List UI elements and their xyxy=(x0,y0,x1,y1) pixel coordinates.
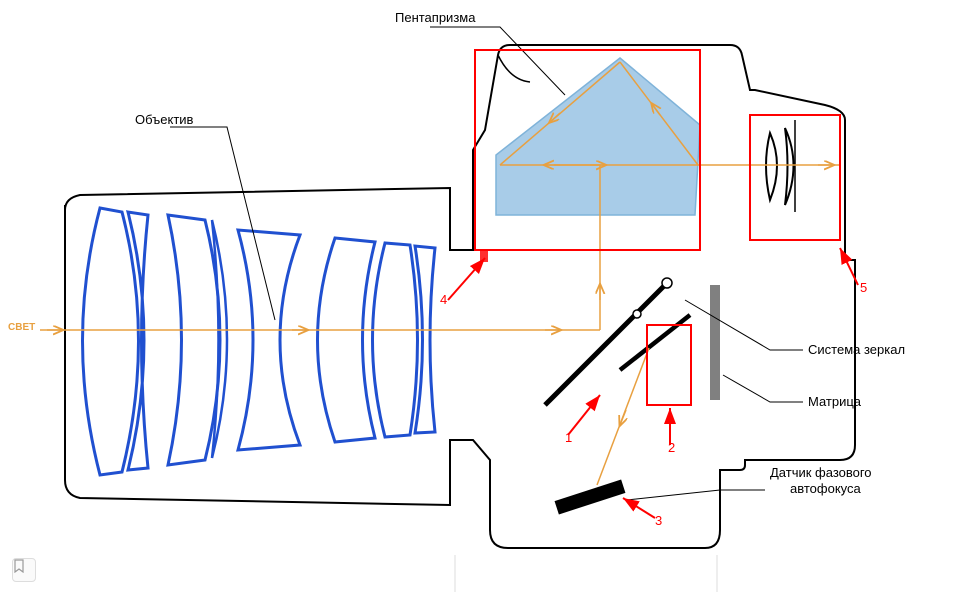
annotation-1: 1 xyxy=(565,430,572,445)
sensor xyxy=(710,285,720,400)
label-af-line2: автофокуса xyxy=(790,481,861,496)
label-objective: Объектив xyxy=(135,112,193,127)
leader-lines xyxy=(170,27,803,500)
eyepiece xyxy=(766,120,795,212)
annotation-5: 5 xyxy=(860,280,867,295)
mirror-system xyxy=(545,278,690,405)
annotation-4: 4 xyxy=(440,292,447,307)
pentaprism-shape xyxy=(496,55,700,215)
af-sensor xyxy=(555,480,626,515)
label-mirrors: Система зеркал xyxy=(808,342,905,357)
annotation-2: 2 xyxy=(668,440,675,455)
lens-elements xyxy=(83,208,436,475)
diagram-container: Пентапризма Объектив СВЕТ Система зеркал… xyxy=(0,0,955,592)
diagram-svg xyxy=(0,0,955,592)
bookmark-icon[interactable] xyxy=(12,558,36,582)
annotation-3: 3 xyxy=(655,513,662,528)
label-af-line1: Датчик фазового xyxy=(770,465,872,480)
label-matrix: Матрица xyxy=(808,394,861,409)
label-pentaprism: Пентапризма xyxy=(395,10,475,25)
label-light: СВЕТ xyxy=(8,322,35,333)
